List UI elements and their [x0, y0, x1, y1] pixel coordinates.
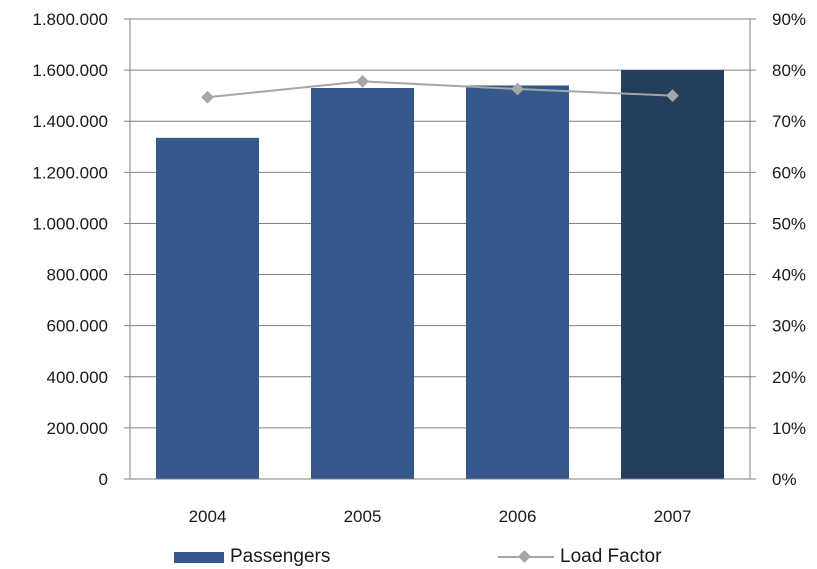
bar-2007 — [621, 70, 724, 479]
left-axis-tick-label: 400.000 — [47, 368, 108, 387]
left-axis-tick-label: 1.200.000 — [32, 163, 108, 182]
x-axis-tick-label: 2004 — [189, 507, 227, 526]
left-axis-tick-label: 600.000 — [47, 317, 108, 336]
axes — [124, 18, 756, 480]
left-axis-tick-label: 1.800.000 — [32, 10, 108, 29]
right-axis-tick-label: 30% — [772, 317, 806, 336]
legend-passengers: Passengers — [174, 546, 330, 568]
right-axis-tick-label: 40% — [772, 266, 806, 285]
diamond-marker-icon — [518, 550, 531, 563]
x-axis-tick-label: 2005 — [344, 507, 382, 526]
legend-load-factor-swatch — [498, 550, 554, 564]
load-factor-point-2005 — [356, 74, 369, 88]
left-axis-tick-label: 1.600.000 — [32, 61, 108, 80]
legend-passengers-label: Passengers — [230, 546, 331, 567]
right-axis-tick-label: 10% — [772, 419, 806, 438]
passenger-bars — [156, 70, 724, 480]
legend-load-factor-label: Load Factor — [560, 546, 662, 567]
right-axis-tick-label: 0% — [772, 470, 797, 489]
right-axis-tick-label: 90% — [772, 10, 806, 29]
left-axis-tick-label: 200.000 — [47, 419, 108, 438]
left-axis-tick-label: 0 — [99, 470, 108, 489]
load-factor-point-2004 — [201, 90, 214, 104]
load-factor-series-line — [207, 80, 673, 99]
x-axis-tick-label: 2006 — [499, 507, 537, 526]
x-axis-tick-label: 2007 — [654, 507, 692, 526]
bar-2004 — [156, 137, 259, 480]
right-axis-tick-label: 60% — [772, 163, 806, 182]
right-axis-tick-label: 80% — [772, 61, 806, 80]
right-axis-tick-label: 70% — [772, 112, 806, 131]
load-factor-line — [201, 74, 679, 104]
legend-load-factor: Load Factor — [498, 546, 661, 568]
tick-labels: 0 0% 200.000 10% 400.000 20% 600.000 30% 800.000… — [32, 10, 806, 526]
bar-2005 — [311, 88, 414, 479]
right-axis-tick-label: 50% — [772, 214, 806, 233]
bar-2006 — [466, 85, 569, 479]
left-axis-tick-label: 1.000.000 — [32, 214, 108, 233]
left-axis-tick-label: 1.400.000 — [32, 112, 108, 131]
right-axis-tick-label: 20% — [772, 368, 806, 387]
left-axis-tick-label: 800.000 — [47, 266, 108, 285]
legend-passengers-swatch — [174, 551, 224, 563]
